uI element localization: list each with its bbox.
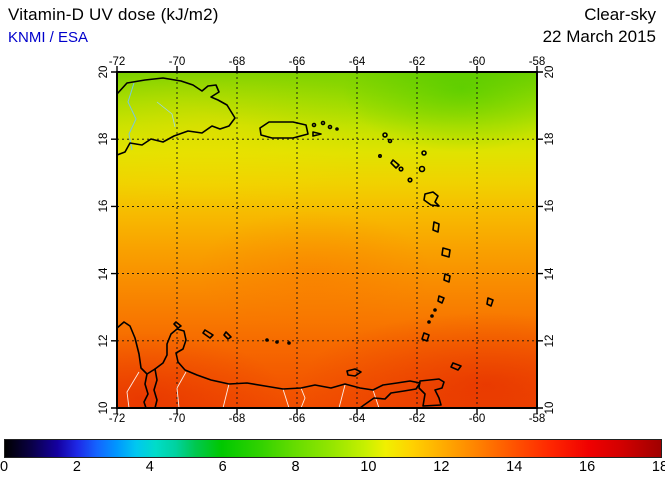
st-lucia-island [443,273,451,283]
date-label: 22 March 2015 [542,27,656,46]
margarita-island [346,368,362,377]
culebra-island [311,122,317,128]
uv-dose-heatmap [117,72,537,408]
grenada-island [421,332,430,342]
lat-tick-label: 20 [544,65,556,79]
virgin-islands [335,127,339,131]
map-overlay [111,66,543,414]
lon-tick-label: -60 [468,413,486,425]
vieques-island [312,131,322,137]
colorbar-tick-label: 16 [579,459,596,475]
lat-tick-label: 12 [544,334,556,348]
coastlines [116,77,494,409]
barbuda-island [421,150,427,156]
lon-tick-label: -66 [288,56,306,68]
lon-tick-label: -68 [228,56,246,68]
virgin-islands [320,120,326,126]
martinique-island [441,247,451,258]
lon-tick-label: -58 [528,56,546,68]
tobago-island [450,362,462,371]
virgin-islands [327,124,333,130]
st-martin-island [382,132,388,138]
lon-tick-label: -64 [348,56,366,68]
colorbar-tick-label: 2 [72,459,81,475]
lake-maracaibo-channel [143,373,149,409]
lat-tick-label: 16 [544,199,556,213]
los-roques [265,338,269,342]
st-vincent-island [437,295,445,304]
antigua-island [418,165,426,173]
lon-tick-label: -72 [108,56,126,68]
lat-tick-label: 14 [544,267,556,280]
colorbar-tick-label: 8 [291,459,300,475]
lake-maracaibo-channel [153,368,158,409]
map-frame [116,71,538,409]
condition-label: Clear-sky [584,5,656,24]
colorbar-tick-label: 12 [433,459,450,475]
axis-tick-marks [111,66,543,414]
colorbar-tick-label: 14 [506,459,523,475]
colorbar-scale-labels: 0 2 4 6 8 10 12 14 16 18 [0,458,665,476]
lon-tick-label: -70 [168,413,186,425]
guadeloupe-island [423,191,440,207]
lon-tick-label: -70 [168,56,186,68]
lon-tick-label: -62 [408,56,426,68]
st-kitts-island [390,159,400,169]
graticule-gridlines [117,72,537,408]
hispaniola-coastline [116,77,236,156]
nevis-island [398,166,404,172]
aruba-island [173,321,182,329]
grenadines [433,308,437,312]
lon-tick-label: -66 [288,413,306,425]
lon-tick-label: -64 [348,413,366,425]
country-borders [126,371,380,409]
map-plot-area [111,66,543,414]
grenadines [427,320,431,324]
la-orchila [287,341,291,345]
dominica-island [432,221,440,233]
lon-tick-label: -68 [228,413,246,425]
lat-tick-label: 18 [544,132,556,146]
venezuela-coastline [116,321,421,409]
axis-bottom-longitude: -72 -70 -68 -66 -64 -62 -60 -58 [109,411,546,427]
colorbar-tick-label: 10 [360,459,377,475]
puerto-rico-coastline [259,121,309,139]
st-barth-island [387,138,393,144]
axis-top-longitude: -72 -70 -68 -66 -64 -62 -60 -58 [109,54,546,70]
colorbar-tick-label: 6 [218,459,227,475]
page-title: Vitamin-D UV dose (kJ/m2) [8,5,219,24]
lon-tick-label: -60 [468,56,486,68]
lon-tick-label: -72 [108,413,126,425]
lat-tick-label: 10 [544,401,556,415]
grenadines [430,314,434,318]
colorbar-tick-label: 4 [145,459,154,475]
los-roques [275,340,279,344]
hispaniola-border-line [127,82,176,151]
lon-tick-label: -58 [528,413,546,425]
saba-island [377,154,382,159]
barbados-island [486,297,494,307]
credit-knmi-esa: KNMI / ESA [8,29,89,46]
bonaire-island [223,331,232,340]
lon-tick-label: -62 [408,413,426,425]
colorbar-gradient [4,439,662,458]
trinidad-coastline [418,378,445,407]
colorbar-tick-label: 18 [651,459,665,475]
curacao-island [202,329,214,339]
montserrat-island [407,177,413,183]
colorbar-tick-label: 0 [0,459,9,475]
